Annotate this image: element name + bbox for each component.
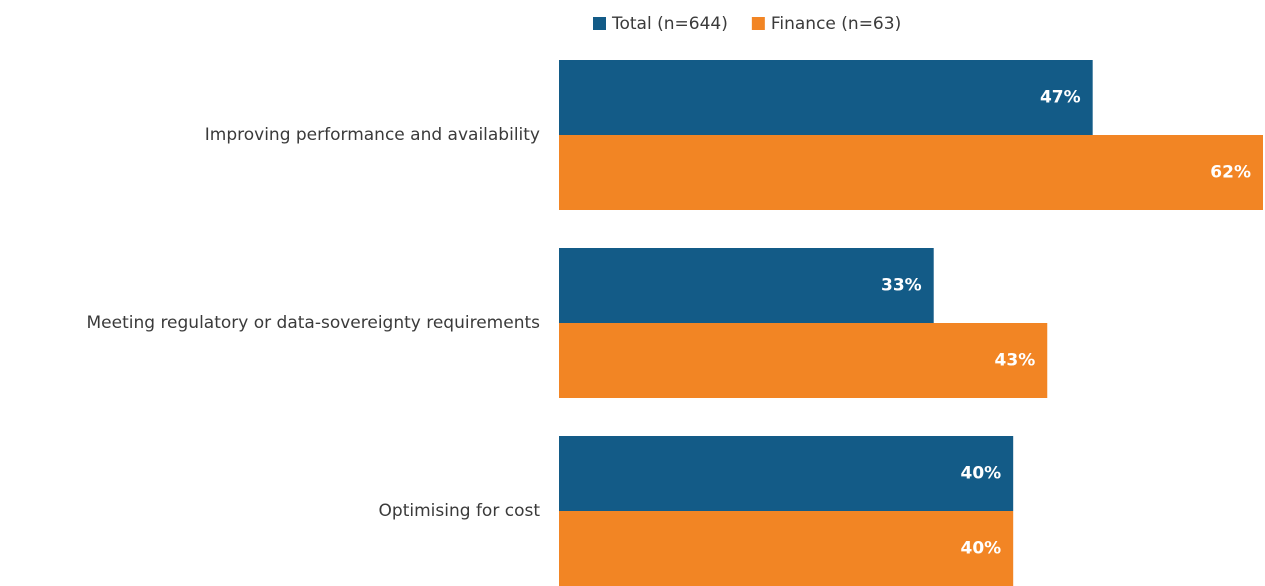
value-label: 47% xyxy=(1040,88,1081,108)
value-label: 33% xyxy=(881,276,922,296)
category-label: Improving performance and availability xyxy=(205,125,540,145)
bar xyxy=(559,248,934,323)
category-label: Meeting regulatory or data-sovereignty r… xyxy=(87,313,541,333)
bar xyxy=(559,436,1014,511)
bar xyxy=(559,511,1014,586)
bar xyxy=(559,323,1048,398)
bar xyxy=(559,135,1263,210)
value-label: 40% xyxy=(960,539,1001,559)
legend-label: Total (n=644) xyxy=(611,14,728,34)
value-label: 43% xyxy=(995,351,1036,371)
bar xyxy=(559,60,1093,135)
value-label: 40% xyxy=(960,464,1001,484)
category-label: Optimising for cost xyxy=(379,501,541,521)
legend-swatch xyxy=(593,17,606,30)
legend-swatch xyxy=(751,17,765,30)
legend-label: Finance (n=63) xyxy=(771,14,901,34)
value-label: 62% xyxy=(1210,163,1251,183)
